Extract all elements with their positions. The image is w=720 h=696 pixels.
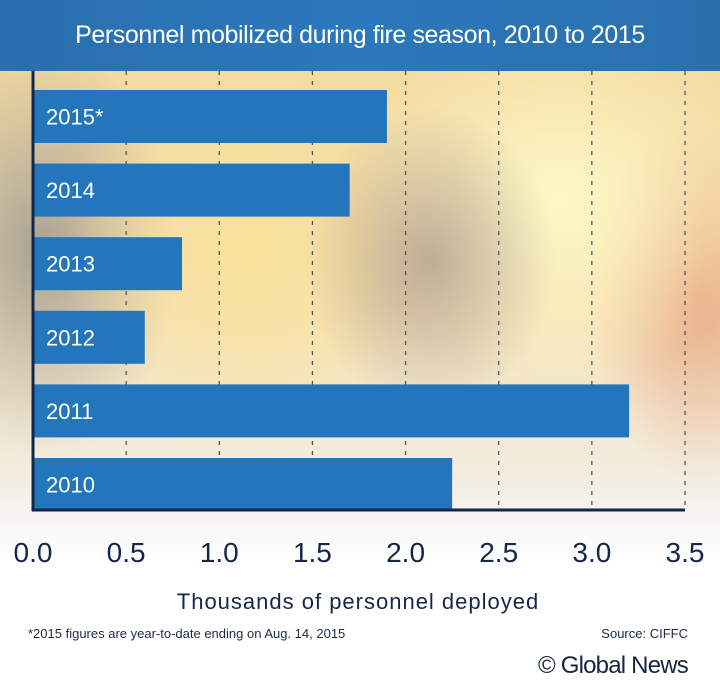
global-news-logo: © Global News <box>537 652 689 679</box>
bar-label: 2015* <box>46 105 104 130</box>
chart-title: Personnel mobilized during fire season, … <box>75 21 645 49</box>
title-banner <box>0 0 720 71</box>
bar-label: 2012 <box>46 325 95 350</box>
x-axis-label: Thousands of personnel deployed <box>177 589 539 614</box>
x-tick-label: 2.0 <box>386 537 425 568</box>
bar <box>33 163 350 217</box>
x-tick-label: 0.5 <box>107 537 146 568</box>
bar-label: 2011 <box>46 399 93 424</box>
bar <box>33 237 183 291</box>
bar-label: 2010 <box>46 473 95 498</box>
source-name: CIFFC <box>649 626 688 641</box>
x-tick-label: 3.5 <box>666 537 705 568</box>
bar-label: 2014 <box>46 178 95 203</box>
bar <box>33 458 453 511</box>
background-fade <box>0 480 720 696</box>
bar <box>33 310 145 364</box>
source-note: Source: CIFFC <box>601 626 688 641</box>
x-tick-label: 3.0 <box>572 537 611 568</box>
source-label: Source: <box>601 626 650 641</box>
x-tick-label: 1.5 <box>293 537 332 568</box>
bar-chart: 0.0 0.5 1.0 1.5 2.0 2.5 3.0 3.5 2015* 2014 2013 201… <box>14 71 705 614</box>
bar <box>33 90 387 143</box>
x-tick-label: 1.0 <box>200 537 239 568</box>
x-tick-label: 2.5 <box>479 537 518 568</box>
bar-label: 2013 <box>46 252 95 277</box>
bar <box>33 384 630 438</box>
x-tick-label: 0.0 <box>14 537 53 568</box>
footnote: *2015 figures are year-to-date ending on… <box>28 626 346 641</box>
